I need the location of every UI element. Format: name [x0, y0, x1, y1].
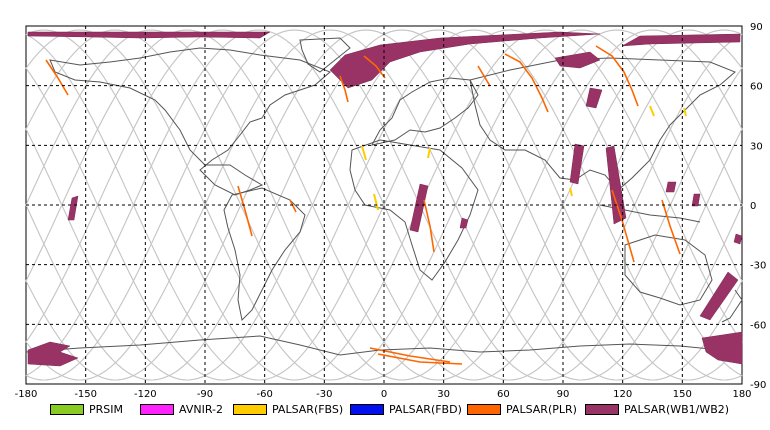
y-tick-label: -90 [750, 380, 766, 391]
plr-track-iceland [339, 75, 349, 103]
y-tick-label: 0 [750, 201, 756, 212]
palsar-fbs-tracks [361, 105, 687, 211]
plr-track-alaska [45, 59, 69, 96]
x-tick-label: 0 [381, 389, 387, 400]
y-tick-label: 60 [750, 82, 763, 93]
legend-label-prsim: PRSIM [89, 403, 123, 416]
wb-swath-philippines [665, 181, 677, 193]
wb-swath-siberia [554, 51, 601, 69]
x-tick-label: 180 [732, 389, 751, 400]
plr-track-ural [504, 53, 549, 113]
wb-swath-arctic-east [621, 33, 741, 47]
plr-track-brazil [289, 199, 297, 213]
palsar-wb-swaths [27, 31, 743, 367]
legend-swatch-avnir2 [140, 404, 174, 415]
fbs-track-west-africa [373, 193, 379, 211]
x-tick-label: 120 [613, 389, 632, 400]
y-axis-tick-labels: 90 60 30 0 -30 -60 -90 [750, 22, 766, 391]
y-tick-label: 90 [750, 22, 763, 33]
plr-track-congo [423, 199, 435, 253]
legend-swatch-palsar-fbs [233, 404, 267, 415]
coastline-europe [371, 77, 479, 146]
legend-item-palsar-fbs: PALSAR(FBS) [233, 403, 343, 416]
coastline-new-zealand [721, 289, 743, 323]
legend-swatch-palsar-plr [467, 404, 501, 415]
x-axis-tick-labels: -180 -150 -120 -90 -60 -30 0 30 60 90 120 150 180 [15, 389, 752, 400]
wb-swath-south-pacific [699, 271, 739, 321]
legend-swatch-prsim [50, 404, 84, 415]
fbs-track-china [649, 105, 655, 117]
x-tick-label: -90 [197, 389, 213, 400]
coastline-north-america [49, 47, 331, 196]
plr-track-antarctic-2 [377, 353, 463, 365]
wb-swath-east-africa [459, 217, 469, 229]
plr-track-scandinavia [477, 65, 491, 87]
fbs-track-sahara-1 [361, 145, 367, 161]
x-tick-label: -180 [15, 389, 38, 400]
plr-track-antarctic-1 [369, 347, 451, 363]
legend-swatch-palsar-wb [585, 404, 619, 415]
x-tick-label: -60 [256, 389, 272, 400]
y-tick-label: -30 [750, 261, 766, 272]
wb-swath-papua [691, 193, 701, 207]
x-tick-label: -30 [316, 389, 332, 400]
legend-item-palsar-wb: PALSAR(WB1/WB2) [585, 403, 729, 416]
wb-swath-greenland-sea [329, 31, 601, 89]
coastline-asia [469, 57, 736, 191]
plr-track-siberia [595, 45, 639, 107]
legend-item-prsim: PRSIM [50, 403, 123, 416]
y-tick-label: -60 [750, 320, 766, 331]
legend-item-palsar-plr: PALSAR(PLR) [467, 403, 577, 416]
legend-label-palsar-plr: PALSAR(PLR) [506, 403, 577, 416]
coastline-south-america [223, 187, 306, 322]
plr-track-amazon [237, 185, 253, 237]
graticule [26, 26, 742, 384]
x-tick-label: 150 [673, 389, 692, 400]
plr-track-indochina [611, 189, 635, 263]
wb-swath-pacific [67, 195, 79, 221]
legend-label-palsar-wb: PALSAR(WB1/WB2) [624, 403, 730, 416]
x-tick-label: 90 [557, 389, 570, 400]
x-tick-label: 60 [497, 389, 510, 400]
x-tick-label: -150 [74, 389, 97, 400]
x-tick-label: -120 [134, 389, 157, 400]
coastline-africa [349, 139, 479, 281]
legend-swatch-palsar-fbd [350, 404, 384, 415]
wb-swath-antarctic-west [27, 341, 79, 367]
coastline-greenland [299, 37, 351, 73]
palsar-plr-tracks [45, 45, 681, 365]
fbs-track-sahara-2 [427, 147, 431, 159]
fbs-track-borneo [569, 187, 573, 197]
wb-swath-mongolia [585, 87, 603, 109]
legend-item-avnir2: AVNIR-2 [140, 403, 223, 416]
plr-track-greenland [363, 55, 386, 79]
plr-track-australia [661, 199, 681, 255]
x-tick-label: 30 [437, 389, 450, 400]
legend-label-palsar-fbs: PALSAR(FBS) [272, 403, 344, 416]
wb-swath-arctic-west [27, 31, 271, 39]
fbs-track-japan [683, 107, 687, 117]
y-tick-label: 30 [750, 141, 763, 152]
legend: PRSIM AVNIR-2 PALSAR(FBS) PALSAR(FBD) PA… [0, 400, 770, 420]
legend-label-palsar-fbd: PALSAR(FBD) [389, 403, 462, 416]
wb-swath-africa [409, 183, 429, 233]
wb-swath-antarctic-east [701, 331, 743, 365]
wb-swath-tasman [733, 233, 743, 245]
coastlines [25, 37, 743, 356]
legend-item-palsar-fbd: PALSAR(FBD) [350, 403, 462, 416]
legend-label-avnir2: AVNIR-2 [179, 403, 223, 416]
